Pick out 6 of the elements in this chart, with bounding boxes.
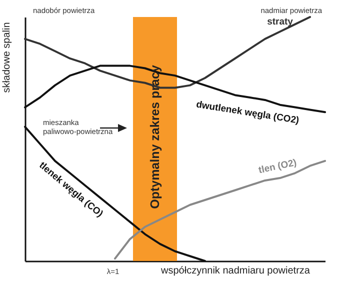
series-label: straty <box>267 16 294 28</box>
text: dwutlenek węgla (CO2) <box>195 99 300 126</box>
text: tlen (O2) <box>258 157 298 176</box>
annotation: Optymalny zakres pracy <box>148 65 162 209</box>
x-axis-title: współczynnik nadmiaru powietrza <box>160 266 310 276</box>
y-axis-title: składowe spalin <box>2 22 12 93</box>
